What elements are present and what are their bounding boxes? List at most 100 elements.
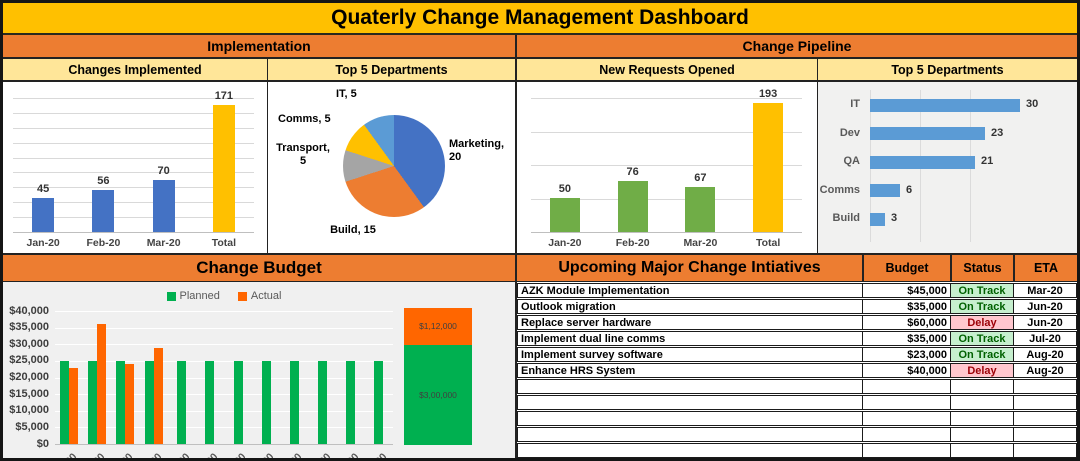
eta-cell[interactable]: Jun-20 [1027, 316, 1063, 329]
initiative-name-cell[interactable] [518, 396, 863, 409]
status-badge[interactable]: On Track [951, 300, 1014, 313]
table-header-budget: Budget [862, 255, 950, 281]
bar-value-label: 56 [97, 175, 110, 187]
eta-cell[interactable] [1014, 444, 1076, 457]
initiative-name-cell[interactable] [518, 428, 863, 441]
pie-label-transport: Transport, 5 [276, 142, 330, 167]
category-label: Jan-20 [39, 451, 80, 458]
eta-cell[interactable]: Aug-20 [1026, 364, 1064, 377]
gridline [55, 360, 393, 362]
subheader-changes-implemented: Changes Implemented [3, 59, 268, 82]
bar-value-label: 50 [558, 183, 571, 195]
table-row: Enhance HRS System $40,000 Delay Aug-20 [517, 363, 1077, 378]
status-cell[interactable] [951, 396, 1014, 409]
eta-cell[interactable]: Mar-20 [1027, 284, 1063, 297]
budget-cell[interactable] [863, 380, 951, 393]
eta-cell[interactable] [1014, 412, 1076, 425]
budget-cell[interactable] [863, 412, 951, 425]
status-badge[interactable]: On Track [951, 332, 1014, 345]
initiative-name-cell[interactable]: Enhance HRS System [518, 364, 863, 377]
initiative-name-cell[interactable] [518, 412, 863, 425]
table-row: AZK Module Implementation $45,000 On Track… [517, 283, 1077, 298]
category-label: Total [211, 237, 237, 249]
budget-cell[interactable] [863, 396, 951, 409]
initiative-name-cell[interactable]: Replace server hardware [518, 316, 863, 329]
initiative-name-cell[interactable]: Implement survey software [518, 348, 863, 361]
actual-bar-feb-20 [97, 324, 107, 444]
eta-cell[interactable]: Aug-20 [1026, 348, 1064, 361]
budget-cell[interactable]: $35,000 [863, 300, 951, 313]
initiative-name-cell[interactable] [518, 444, 863, 457]
category-label: Jan-20 [548, 237, 582, 249]
legend-swatch-planned [166, 291, 176, 301]
category-label: Jan-20 [26, 237, 60, 249]
eta-cell[interactable] [1014, 396, 1076, 409]
category-label: Build [832, 212, 861, 224]
top5-departments-pie-chart: IT, 5 Comms, 5 Transport, 5 Build, 15 Ma… [268, 82, 517, 255]
status-cell[interactable] [951, 380, 1014, 393]
bar-qa [870, 155, 975, 169]
gridline [13, 98, 254, 99]
budget-cell[interactable]: $35,000 [863, 332, 951, 345]
bar-it [870, 98, 1020, 112]
initiative-name-cell[interactable]: AZK Module Implementation [518, 284, 863, 297]
status-badge[interactable]: On Track [951, 348, 1014, 361]
y-axis-label: $5,000 [15, 420, 49, 433]
eta-cell[interactable] [1014, 380, 1076, 393]
actual-bar-apr-20 [153, 348, 163, 444]
table-row: Outlook migration $35,000 On Track Jun-20 [517, 299, 1077, 314]
planned-bar-sep-20 [289, 361, 299, 444]
budget-cell[interactable]: $60,000 [863, 316, 951, 329]
bar-feb-20 [617, 181, 648, 232]
section-header-change-pipeline: Change Pipeline [517, 35, 1077, 59]
initiative-name-cell[interactable]: Implement dual line comms [518, 332, 863, 345]
table-row [517, 427, 1077, 442]
status-badge[interactable]: On Track [951, 284, 1014, 297]
gridline [13, 157, 254, 159]
gridline [55, 311, 393, 312]
budget-total-stacked-bar: $1,12,000 $3,00,000 [404, 308, 472, 445]
actual-bar-mar-20 [125, 364, 135, 444]
y-axis-label: $35,000 [9, 321, 49, 334]
budget-cell[interactable] [863, 444, 951, 457]
eta-cell[interactable]: Jun-20 [1027, 300, 1063, 313]
category-label: Feb-20 [615, 237, 650, 249]
subheader-new-requests-opened: New Requests Opened [517, 59, 818, 82]
budget-cell[interactable]: $23,000 [863, 348, 951, 361]
bar-jan-20 [549, 198, 580, 232]
status-cell[interactable] [951, 444, 1014, 457]
eta-cell[interactable] [1014, 428, 1076, 441]
initiative-name-cell[interactable] [518, 380, 863, 393]
planned-bar-mar-20 [116, 361, 126, 444]
subheader-top5-departments-right: Top 5 Departments [818, 59, 1077, 82]
status-cell[interactable] [951, 428, 1014, 441]
bar-value-label: 171 [214, 90, 234, 102]
initiatives-table-body: AZK Module Implementation $45,000 On Track… [517, 282, 1077, 458]
eta-cell[interactable]: Jul-20 [1029, 332, 1061, 345]
bar-value-label: 70 [157, 165, 170, 177]
gridline [55, 394, 393, 396]
bar-value-label: 67 [694, 172, 707, 184]
planned-bar-may-20 [177, 361, 187, 444]
status-badge[interactable]: Delay [951, 364, 1014, 377]
pie-label-comms: Comms, 5 [278, 113, 331, 125]
bar-comms [870, 184, 900, 197]
gridline [55, 344, 393, 346]
budget-cell[interactable]: $45,000 [863, 284, 951, 297]
gridline [13, 142, 254, 144]
pie-label-it: IT, 5 [336, 88, 357, 100]
status-cell[interactable] [951, 412, 1014, 425]
initiative-name-cell[interactable]: Outlook migration [518, 300, 863, 313]
table-row [517, 395, 1077, 410]
planned-bar-jul-20 [233, 361, 243, 444]
budget-cell[interactable] [863, 428, 951, 441]
legend-swatch-actual [237, 291, 247, 301]
table-header-title: Upcoming Major Change Intiatives [517, 255, 862, 281]
gridline [55, 327, 393, 329]
gridline [13, 202, 254, 204]
stacked-segment-label: $3,00,000 [419, 389, 457, 400]
planned-bar-jun-20 [205, 361, 215, 444]
budget-cell[interactable]: $40,000 [863, 364, 951, 377]
status-badge[interactable]: Delay [951, 316, 1014, 329]
legend-item-planned: Planned [166, 290, 220, 302]
